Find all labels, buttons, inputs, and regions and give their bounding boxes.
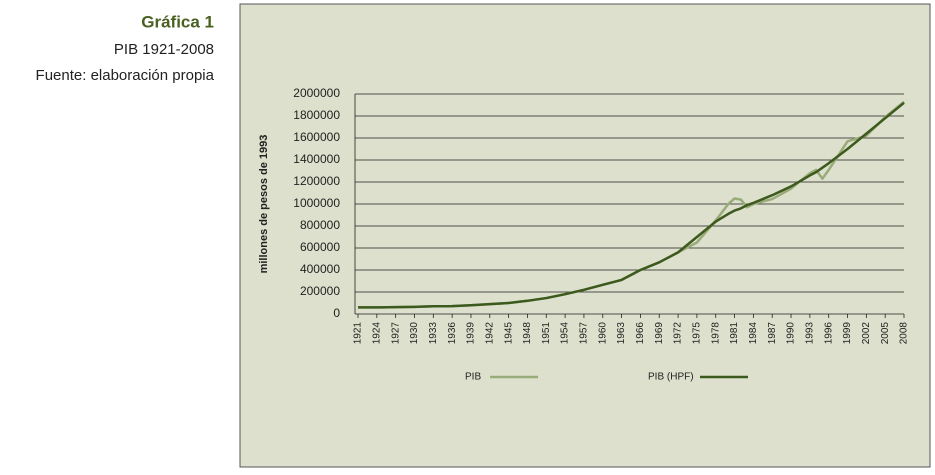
x-tick-label: 1990: [786, 322, 797, 345]
series-line: [358, 101, 905, 309]
y-tick-label: 2000000: [293, 86, 340, 100]
y-tick-label: 1800000: [293, 108, 340, 122]
chart-subtitle: PIB 1921-2008: [114, 41, 214, 58]
x-tick-label: 1951: [541, 322, 552, 345]
x-tick-label: 1981: [729, 322, 740, 345]
x-tick-label: 1936: [447, 322, 458, 345]
x-tick-label: 1996: [823, 322, 834, 345]
x-tick-label: 1942: [484, 322, 495, 345]
y-tick-label: 0: [333, 306, 340, 320]
legend-label: PIB (HPF): [648, 372, 694, 383]
x-tick-label: 1987: [767, 322, 778, 345]
y-tick-label: 1600000: [293, 130, 340, 144]
x-tick-label: 1975: [692, 322, 703, 345]
x-tick-label: 1948: [522, 322, 533, 345]
x-tick-label: 2005: [880, 322, 891, 345]
x-tick-label: 1957: [579, 322, 590, 345]
chart-source: Fuente: elaboración propia: [36, 67, 215, 84]
x-tick-label: 2002: [861, 322, 872, 345]
x-tick-label: 1927: [390, 322, 401, 345]
x-tick-label: 1921: [353, 322, 364, 345]
y-tick-label: 800000: [300, 218, 340, 232]
y-axis-label: millones de pesos de 1993: [258, 135, 270, 274]
y-tick-label: 200000: [300, 284, 340, 298]
chart-title: Gráfica 1: [141, 12, 214, 31]
y-tick-label: 600000: [300, 240, 340, 254]
chart-panel: [239, 3, 931, 468]
x-tick-label: 1954: [560, 322, 571, 345]
x-tick-label: 2008: [899, 322, 910, 345]
y-tick-label: 400000: [300, 262, 340, 276]
y-tick-label: 1400000: [293, 152, 340, 166]
x-tick-label: 1978: [710, 322, 721, 345]
legend-label: PIB: [465, 372, 481, 383]
x-tick-label: 1939: [466, 322, 477, 345]
y-tick-label: 1200000: [293, 174, 340, 188]
x-tick-label: 1972: [673, 322, 684, 345]
x-tick-label: 1999: [842, 322, 853, 345]
x-tick-label: 1924: [371, 322, 382, 345]
x-tick-label: 1960: [597, 322, 608, 345]
x-tick-label: 1969: [654, 322, 665, 345]
x-tick-label: 1984: [748, 322, 759, 345]
y-tick-label: 1000000: [293, 196, 340, 210]
x-tick-label: 1933: [428, 322, 439, 345]
x-tick-label: 1963: [616, 322, 627, 345]
x-tick-label: 1993: [805, 322, 816, 345]
x-tick-label: 1966: [635, 322, 646, 345]
x-tick-label: 1945: [503, 322, 514, 345]
x-tick-label: 1930: [409, 322, 420, 345]
